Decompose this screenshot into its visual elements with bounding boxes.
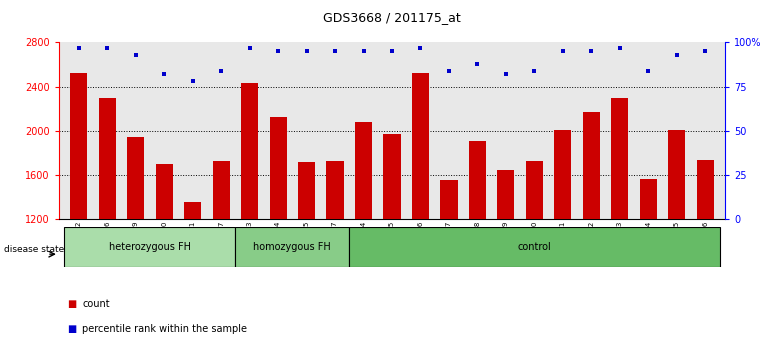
Point: [557, 48, 569, 54]
Point: [528, 68, 541, 74]
Point: [443, 68, 456, 74]
Point: [328, 48, 341, 54]
Bar: [640, 178, 657, 219]
Bar: [298, 162, 315, 219]
Bar: [270, 116, 287, 219]
Bar: [612, 98, 628, 219]
Bar: [441, 180, 458, 219]
Point: [187, 79, 199, 84]
Bar: [554, 130, 572, 219]
Bar: [583, 112, 600, 219]
Text: control: control: [517, 242, 551, 252]
Bar: [99, 98, 116, 219]
Point: [642, 68, 655, 74]
Point: [699, 48, 712, 54]
Bar: [156, 164, 172, 219]
Text: percentile rank within the sample: percentile rank within the sample: [82, 324, 247, 334]
Bar: [71, 74, 87, 219]
Bar: [668, 130, 685, 219]
Bar: [212, 161, 230, 219]
Point: [300, 48, 313, 54]
Bar: [64, 227, 235, 267]
Bar: [326, 161, 343, 219]
Bar: [235, 227, 350, 267]
Text: count: count: [82, 299, 110, 309]
Point: [72, 45, 85, 51]
Point: [158, 72, 170, 77]
Bar: [184, 202, 201, 219]
Bar: [241, 84, 258, 219]
Text: homozygous FH: homozygous FH: [253, 242, 331, 252]
Text: heterozygous FH: heterozygous FH: [109, 242, 191, 252]
Text: ■: ■: [67, 299, 76, 309]
Bar: [355, 122, 372, 219]
Point: [585, 48, 597, 54]
Bar: [127, 137, 144, 219]
Point: [215, 68, 227, 74]
Bar: [526, 161, 543, 219]
Bar: [697, 160, 713, 219]
Bar: [497, 170, 514, 219]
Point: [670, 52, 683, 58]
Point: [471, 61, 484, 67]
Point: [386, 48, 398, 54]
Point: [499, 72, 512, 77]
Text: ■: ■: [67, 324, 76, 334]
Bar: [383, 134, 401, 219]
Text: disease state: disease state: [4, 245, 64, 254]
Point: [243, 45, 256, 51]
Point: [414, 45, 426, 51]
Bar: [469, 141, 486, 219]
Point: [101, 45, 114, 51]
Point: [272, 48, 285, 54]
Point: [129, 52, 142, 58]
Text: GDS3668 / 201175_at: GDS3668 / 201175_at: [323, 11, 461, 24]
Point: [358, 48, 370, 54]
Point: [614, 45, 626, 51]
Bar: [350, 227, 720, 267]
Bar: [412, 74, 429, 219]
